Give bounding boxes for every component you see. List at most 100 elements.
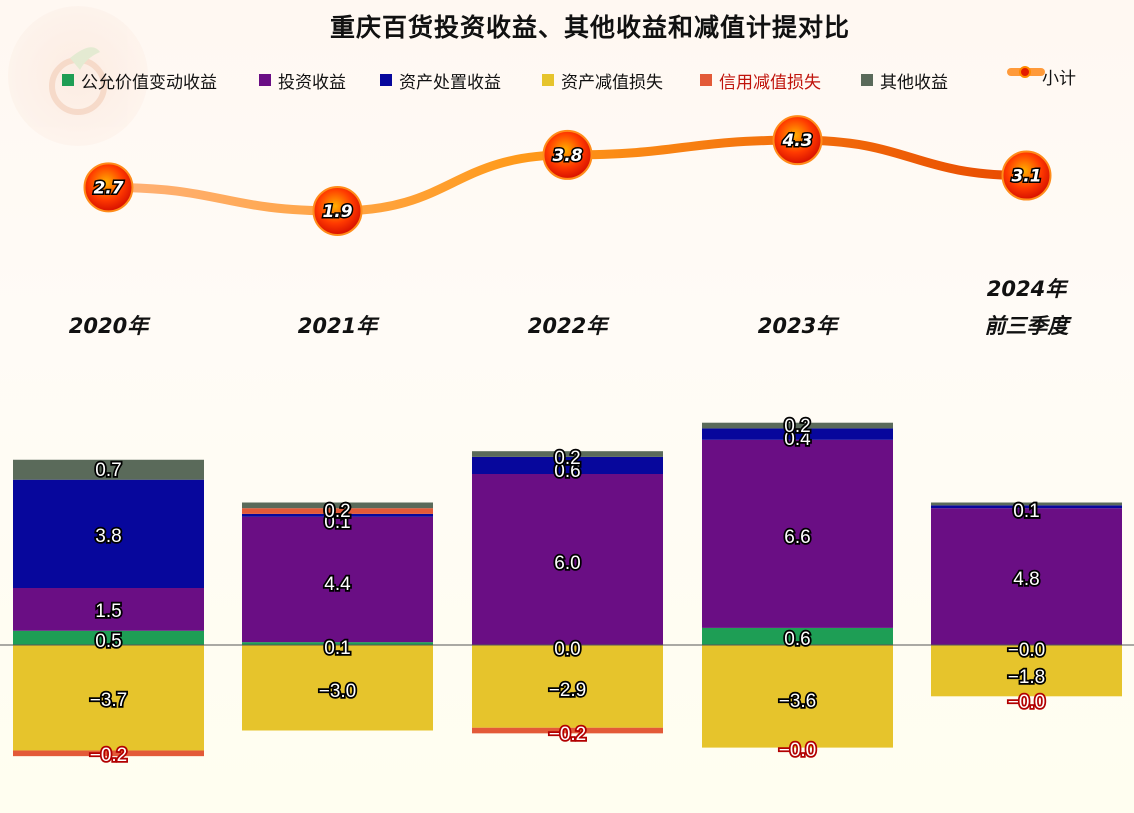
legend-swatch [542, 74, 554, 86]
subtotal-point: 4.3 [772, 115, 823, 166]
bar-segment [472, 451, 663, 457]
legend-item[interactable]: 资产减值损失 [542, 73, 663, 93]
bar-segment [931, 645, 1122, 697]
bar-value-label: 6.0 [554, 553, 580, 574]
category-label: 前三季度 [985, 314, 1073, 338]
subtotal-point: 3.8 [542, 129, 593, 180]
bar-segment [472, 645, 663, 728]
legend-swatch [62, 74, 74, 86]
subtotal-point: 1.9 [312, 185, 363, 236]
subtotal-point: 2.7 [83, 162, 134, 213]
bar-segment [13, 645, 204, 751]
bar-value-label: 0.6 [554, 461, 580, 482]
bar-segment [702, 428, 893, 440]
bar-segment [702, 627, 893, 645]
category-label: 2023年 [758, 314, 840, 338]
bar-segment [931, 502, 1122, 506]
subtotal-marker [772, 115, 823, 166]
bar-segment [242, 645, 433, 731]
bar-segment [242, 513, 433, 517]
category-label: 2020年 [69, 314, 151, 338]
bar-value-label: 0.4 [784, 429, 811, 450]
bar-value-label: 0.2 [324, 501, 350, 522]
bar-value-label: 6.6 [784, 527, 810, 548]
legend-item[interactable]: 信用减值损失 [700, 73, 821, 93]
subtotal-value-label: 2.7 [93, 178, 123, 198]
bar-segment [472, 727, 663, 734]
bar-segment [13, 630, 204, 645]
bar-value-label: −3.0 [319, 681, 357, 702]
bar-value-label: −0.2 [90, 745, 128, 766]
subtotal-value-label: 4.3 [781, 131, 812, 151]
legend-marker-swatch [1019, 66, 1031, 78]
bar-segment [242, 502, 433, 509]
bar-segment [472, 474, 663, 645]
bar-value-label: 0.6 [784, 629, 810, 650]
bar-segment [931, 505, 1122, 509]
legend-label: 资产处置收益 [399, 73, 501, 93]
subtotal-marker [312, 185, 363, 236]
bar-segment [931, 508, 1122, 645]
category-label: 2022年 [528, 314, 610, 338]
chart-title: 重庆百货投资收益、其他收益和减值计提对比 [330, 13, 850, 42]
legend-item[interactable]: 资产处置收益 [380, 73, 501, 93]
category-label: 2021年 [298, 314, 380, 338]
bar-segment [242, 642, 433, 645]
legend-item[interactable]: 投资收益 [259, 73, 346, 93]
bar-value-label: −0.0 [1008, 640, 1046, 661]
bar-value-label: −2.9 [549, 680, 587, 701]
bars [13, 422, 1122, 757]
bar-value-labels: 0.51.53.8−3.7−0.20.70.14.40.1−3.00.20.20… [88, 414, 1047, 768]
legend-swatch [861, 74, 873, 86]
subtotal-marker [1001, 150, 1052, 201]
bar-value-label: 0.1 [1013, 501, 1039, 522]
bar-value-label: 3.8 [95, 526, 121, 547]
bar-value-label: 4.8 [1013, 569, 1039, 590]
bar-segment [13, 588, 204, 631]
bar-segment [702, 439, 893, 628]
legend-swatch [700, 74, 712, 86]
bar-value-label: 0.2 [784, 416, 810, 437]
bar-segment [242, 516, 433, 643]
bar-value-label: −0.0 [1008, 692, 1046, 713]
bar-value-label: 0.1 [1013, 501, 1039, 522]
subtotal-point: 3.1 [1001, 150, 1052, 201]
bar-segment [472, 456, 663, 474]
subtotal-value-label: 3.8 [552, 146, 582, 166]
bar-segment [702, 645, 893, 748]
legend-item-subtotal[interactable]: 小计 [1007, 66, 1076, 89]
bar-value-label: 0.7 [95, 460, 121, 481]
bar-value-label: 0.2 [324, 501, 350, 522]
subtotal-marker [83, 162, 134, 213]
bar-value-label: 0.5 [95, 631, 121, 652]
legend-item[interactable]: 其他收益 [861, 73, 948, 93]
bar-segment [13, 750, 204, 757]
bar-value-label: −3.6 [779, 691, 817, 712]
bar-value-label: 0.2 [554, 448, 580, 469]
bar-segment [13, 479, 204, 588]
bar-value-label: 0.1 [324, 512, 350, 533]
subtotal-line: 2.7 1.9 3.8 4.3 3.1 [83, 115, 1052, 236]
legend-label: 投资收益 [278, 73, 346, 93]
bar-value-label: 1.5 [95, 601, 121, 622]
bar-segment [242, 508, 433, 514]
legend-swatch [259, 74, 271, 86]
legend-label: 信用减值损失 [719, 73, 821, 93]
bar-segment [13, 459, 204, 480]
bar-value-label: 0.0 [554, 639, 580, 660]
legend-label: 公允价值变动收益 [81, 73, 217, 93]
bar-value-label: 0.1 [324, 638, 350, 659]
bar-segment [702, 422, 893, 429]
bar-value-label: −0.2 [549, 724, 587, 745]
legend-label: 资产减值损失 [561, 73, 663, 93]
bar-value-label: −3.7 [90, 690, 128, 711]
category-label: 2024年 [987, 277, 1069, 301]
legend-item[interactable]: 公允价值变动收益 [62, 73, 217, 93]
legend-swatch [380, 74, 392, 86]
legend: 公允价值变动收益 投资收益 资产处置收益 资产减值损失 信用减值损失 其他收益 小计 [62, 66, 1076, 93]
bar-value-label: −1.8 [1008, 667, 1046, 688]
legend-label: 小计 [1042, 69, 1076, 89]
